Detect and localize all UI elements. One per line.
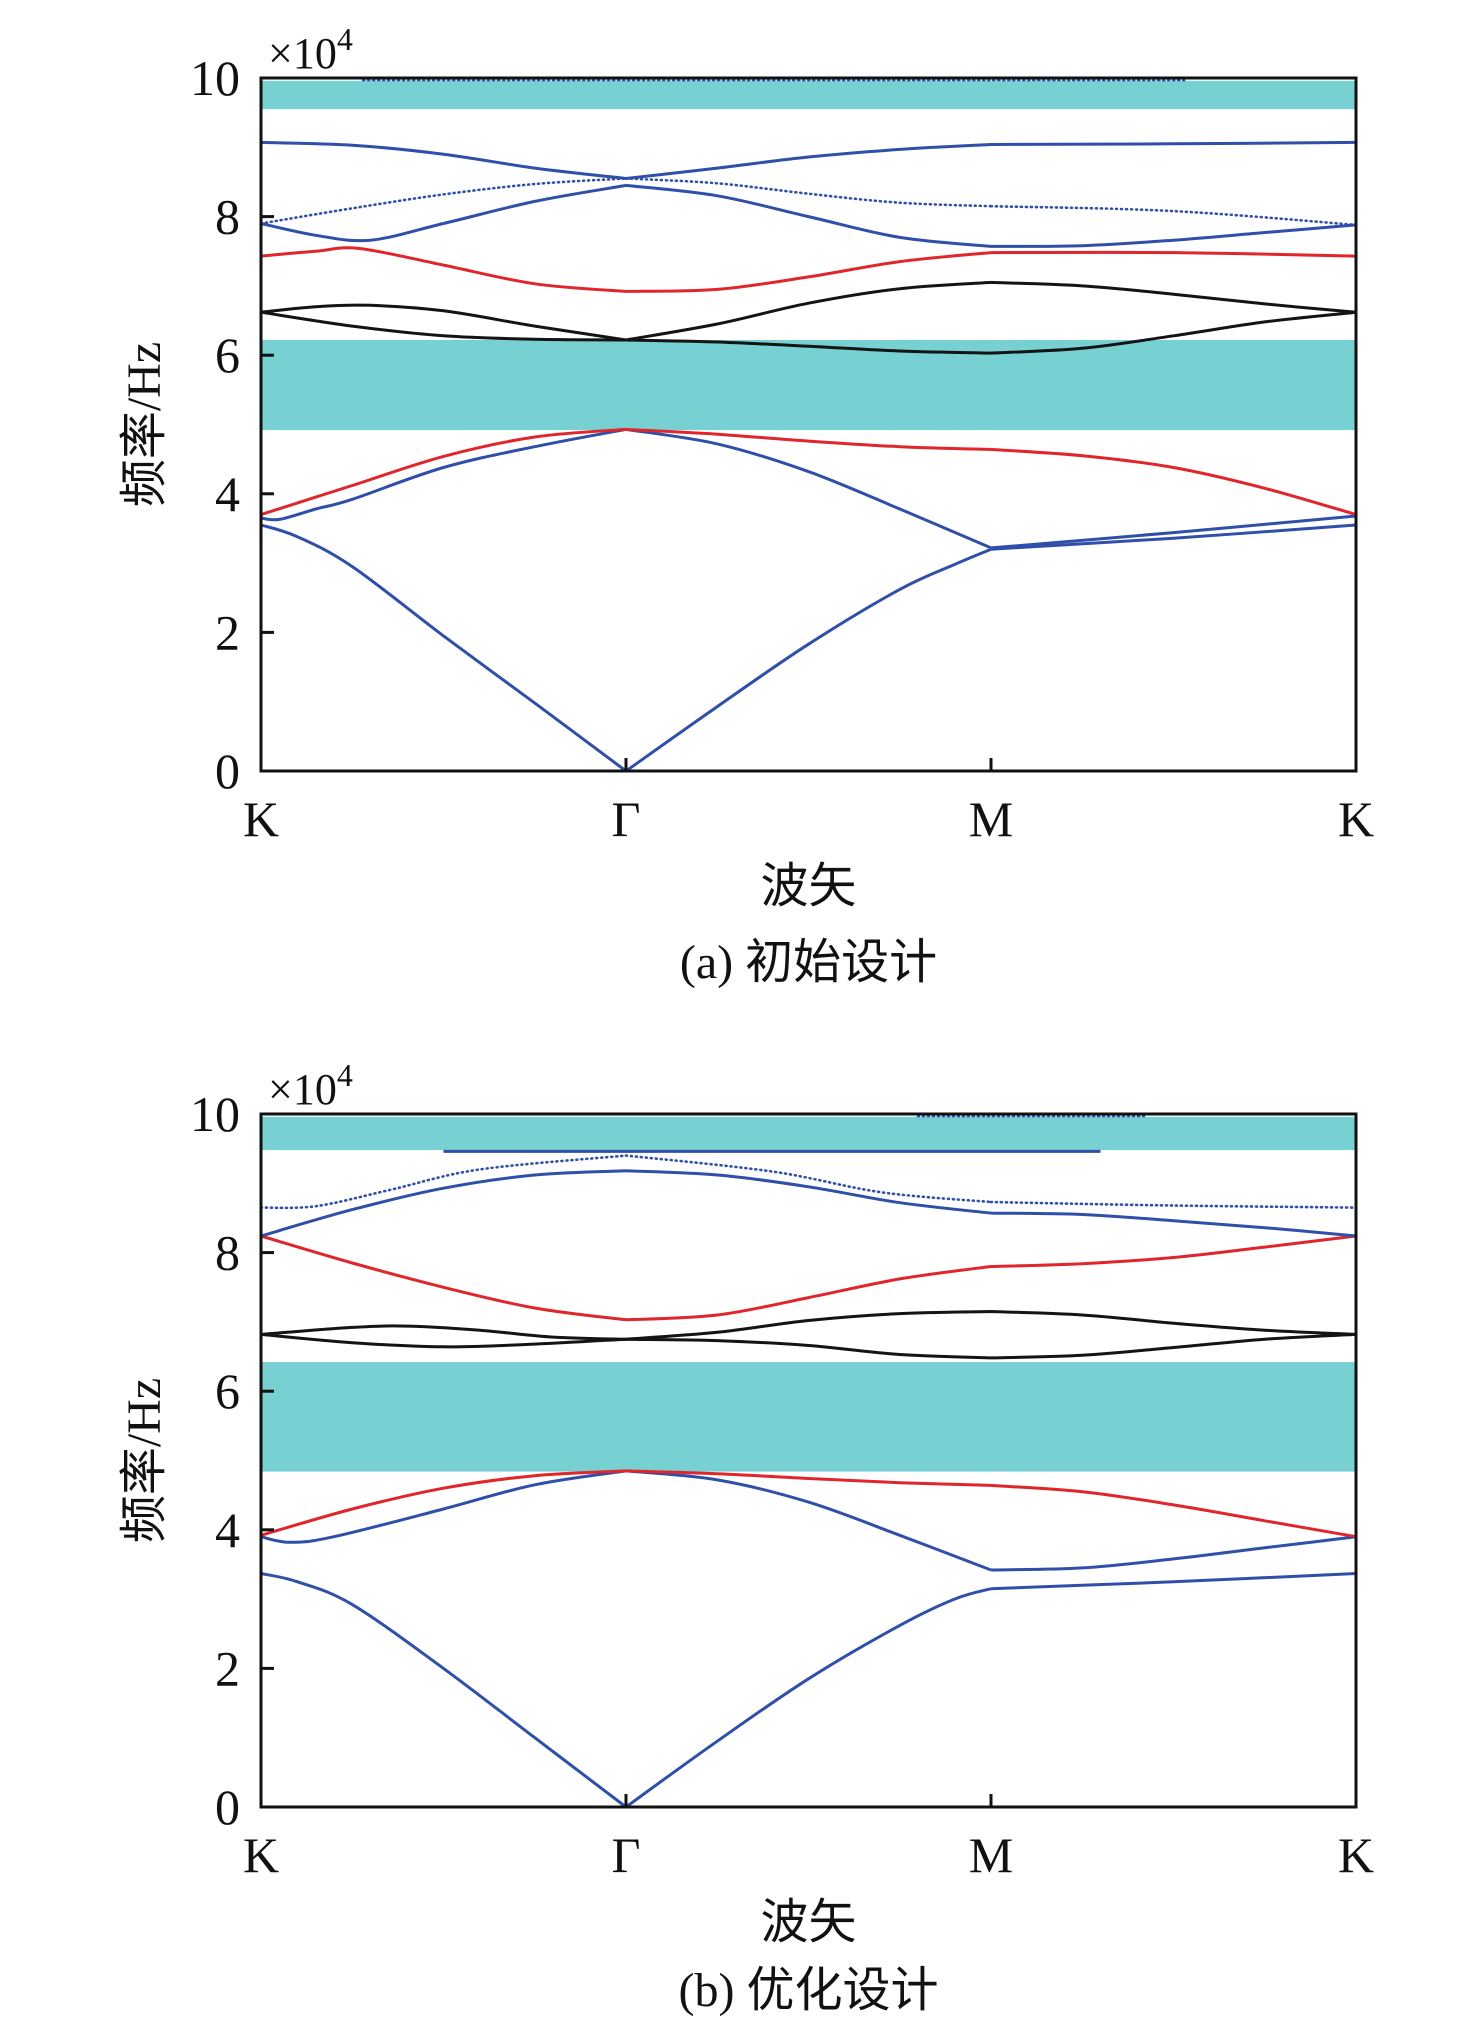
dispersion-curve [260,140,1357,180]
y-tick-label: 6 [215,327,240,383]
dispersion-curve [259,1154,1358,1210]
x-tick-label: K [1338,1827,1374,1883]
y-tick-label: 10 [190,1086,240,1142]
x-axis-label: 波矢 [760,1896,856,1949]
dispersion-curve [260,427,1357,517]
y-axis-multiplier-exponent: 4 [337,21,353,57]
y-tick-label: 2 [215,1640,240,1696]
x-tick-label: K [243,791,279,847]
dispersion-curve [260,1234,1357,1322]
dispersion-curve [260,1572,1357,1809]
band-gap-region [261,1362,1356,1472]
dispersion-curve [260,523,1357,773]
dispersion-curve [260,280,1357,342]
y-tick-label: 4 [215,1502,240,1558]
dispersion-curve [260,310,1357,355]
y-tick-label: 8 [215,189,240,245]
y-tick-label: 0 [215,743,240,799]
band-gap-region [261,340,1356,431]
y-tick-label: 0 [215,1779,240,1835]
dispersion-curve [260,1332,1357,1360]
dispersion-curve [259,177,1358,227]
x-tick-label: Γ [612,791,641,847]
y-axis-multiplier-base: ×10 [268,1065,337,1114]
x-tick-label: M [969,1827,1013,1883]
x-tick-label: K [243,1827,279,1883]
figure-caption: (b) 优化设计 [679,1964,939,2017]
y-tick-label: 10 [190,50,240,106]
band-gap-region [261,80,1356,110]
dispersion-curve [260,1169,1357,1238]
y-axis-label: 频率/Hz [118,1378,171,1543]
dispersion-curve [260,1469,1357,1539]
y-axis-multiplier-exponent: 4 [337,1057,353,1093]
dispersion-curve [260,183,1357,248]
plot-frame [259,1112,1358,1809]
dispersion-curve [260,1469,1357,1572]
y-tick-label: 4 [215,466,240,522]
dispersion-curve [260,427,1357,550]
x-axis-label: 波矢 [760,860,856,913]
y-axis-multiplier-base: ×10 [268,29,337,78]
y-axis-multiplier: ×104 [268,1057,353,1114]
y-tick-label: 8 [215,1225,240,1281]
x-tick-label: M [969,791,1013,847]
dispersion-curve [260,246,1357,293]
figure-caption: (a) 初始设计 [680,936,937,989]
dispersion-curve [260,1310,1357,1341]
y-tick-label: 6 [215,1363,240,1419]
band-gap-region [261,1116,1356,1151]
plot-frame [259,76,1358,773]
x-tick-label: Γ [612,1827,641,1883]
y-axis-label: 频率/Hz [118,342,171,507]
y-tick-label: 2 [215,604,240,660]
x-tick-label: K [1338,791,1374,847]
y-axis-multiplier: ×104 [268,21,353,78]
